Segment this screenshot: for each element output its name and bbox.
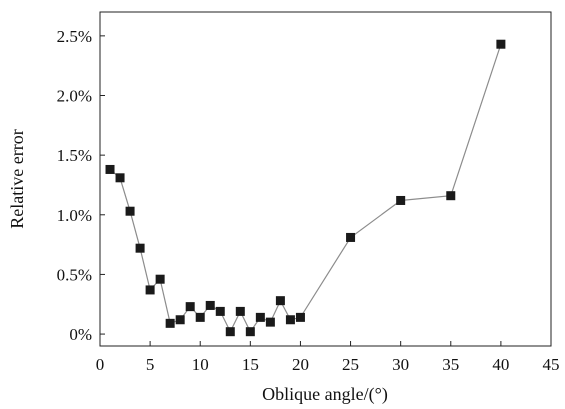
x-tick-label: 10 xyxy=(192,355,209,374)
x-axis-label: Oblique angle/(°) xyxy=(262,384,388,405)
x-tick-label: 15 xyxy=(242,355,259,374)
x-tick-label: 40 xyxy=(492,355,509,374)
data-point xyxy=(346,232,356,242)
y-axis-ticks: 0% 0.5% 1.0% 1.5% 2.0% 2.5% xyxy=(57,27,105,344)
data-point xyxy=(105,164,115,174)
data-point xyxy=(396,195,406,205)
series-line xyxy=(109,44,502,334)
data-point xyxy=(135,243,145,253)
x-tick-label: 45 xyxy=(543,355,560,374)
data-point xyxy=(175,315,185,325)
data-point xyxy=(265,317,275,327)
x-tick-label: 0 xyxy=(96,355,105,374)
data-markers xyxy=(105,39,506,337)
data-point xyxy=(185,302,195,312)
data-point xyxy=(245,327,255,337)
plot-frame xyxy=(99,11,552,347)
y-tick-label: 0% xyxy=(69,325,92,344)
data-point xyxy=(275,296,285,306)
y-tick-label: 0.5% xyxy=(57,265,92,284)
data-point xyxy=(205,300,215,310)
data-point xyxy=(215,306,225,316)
x-tick-label: 5 xyxy=(146,355,155,374)
y-tick-label: 1.5% xyxy=(57,146,92,165)
data-point xyxy=(446,191,456,201)
data-point xyxy=(496,39,506,49)
y-tick-label: 2.5% xyxy=(57,27,92,46)
x-tick-label: 25 xyxy=(342,355,359,374)
x-axis-ticks: 0 5 10 15 20 25 30 35 40 45 xyxy=(96,341,560,374)
x-tick-label: 35 xyxy=(442,355,459,374)
data-point xyxy=(295,312,305,322)
data-point xyxy=(255,312,265,322)
data-point xyxy=(225,327,235,337)
data-point xyxy=(195,312,205,322)
data-point xyxy=(165,318,175,328)
data-point xyxy=(145,285,155,295)
data-point xyxy=(115,173,125,183)
data-point xyxy=(125,206,135,216)
x-tick-label: 20 xyxy=(292,355,309,374)
series-line-group xyxy=(109,44,502,334)
x-tick-label: 30 xyxy=(392,355,409,374)
data-point xyxy=(235,306,245,316)
y-axis-label: Relative error xyxy=(7,129,27,228)
data-point xyxy=(155,274,165,284)
data-point xyxy=(285,315,295,325)
y-tick-label: 2.0% xyxy=(57,87,92,106)
y-tick-label: 1.0% xyxy=(57,206,92,225)
